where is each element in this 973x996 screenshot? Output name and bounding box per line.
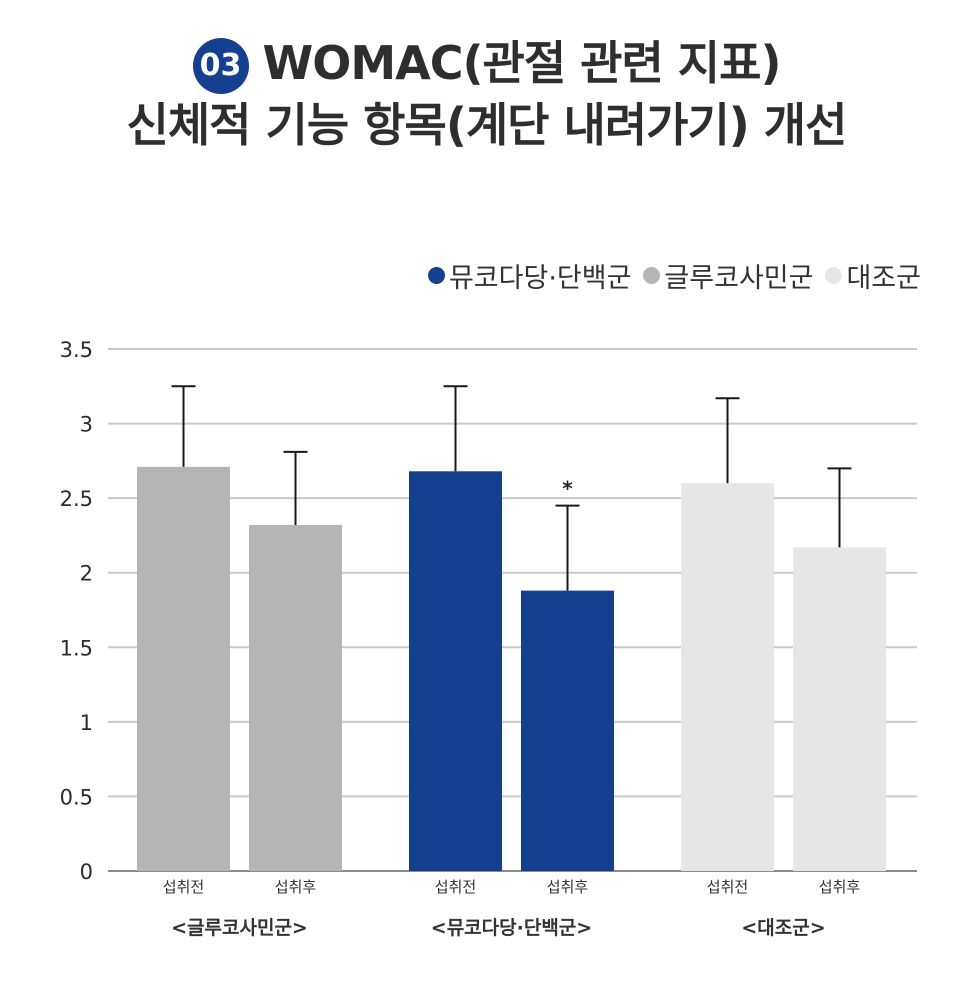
significance-mark-1-1: * bbox=[562, 477, 573, 501]
legend-dot-2 bbox=[825, 267, 843, 284]
legend-label-2: 대조군 bbox=[846, 263, 921, 294]
bar-2-1 bbox=[793, 547, 886, 871]
x-category-label-0-0: 섭취전 bbox=[163, 878, 204, 896]
bar-0-1 bbox=[249, 524, 342, 871]
group-label-0: <글루코사민군> bbox=[171, 917, 308, 939]
x-category-label-2-1: 섭취후 bbox=[819, 878, 861, 896]
legend-item-2: 대조군 bbox=[825, 256, 921, 295]
y-tick-label-0: 0 bbox=[80, 860, 93, 884]
legend-dot-1 bbox=[643, 267, 661, 284]
bar-1-1 bbox=[521, 590, 614, 871]
y-tick-label-1: 0.5 bbox=[60, 785, 93, 809]
y-tick-label-7: 3.5 bbox=[60, 338, 93, 362]
title-line-1: 03 WOMAC(관절 관련 지표) bbox=[0, 32, 973, 94]
bar-1-0 bbox=[409, 471, 502, 871]
group-label-2: <대조군> bbox=[741, 917, 825, 939]
title-line-2: 신체적 기능 항목(계단 내려가기) 개선 bbox=[126, 98, 848, 152]
chart-title: 03 WOMAC(관절 관련 지표) 신체적 기능 항목(계단 내려가기) 개선 bbox=[0, 32, 973, 156]
legend-dot-0 bbox=[427, 267, 445, 284]
y-tick-label-3: 1.5 bbox=[60, 636, 93, 660]
group-label-1: <뮤코다당·단백군> bbox=[431, 917, 592, 939]
x-category-label-1-1: 섭취후 bbox=[547, 878, 589, 896]
y-tick-label-2: 1 bbox=[80, 711, 93, 735]
y-tick-label-6: 3 bbox=[80, 413, 93, 437]
legend-item-0: 뮤코다당·단백군 bbox=[427, 256, 632, 295]
legend: 뮤코다당·단백군 글루코사민군 대조군 bbox=[416, 256, 921, 295]
x-category-label-0-1: 섭취후 bbox=[275, 878, 317, 896]
x-category-label-1-0: 섭취전 bbox=[435, 878, 476, 896]
bar-0-0 bbox=[137, 466, 230, 871]
x-category-label-2-0: 섭취전 bbox=[707, 878, 748, 896]
title-text-1: WOMAC(관절 관련 지표) bbox=[262, 36, 782, 90]
legend-label-0: 뮤코다당·단백군 bbox=[448, 263, 632, 294]
legend-label-1: 글루코사민군 bbox=[664, 263, 814, 294]
y-tick-label-5: 2.5 bbox=[60, 487, 93, 511]
bar-2-0 bbox=[681, 483, 774, 871]
y-tick-label-4: 2 bbox=[80, 562, 93, 586]
number-badge: 03 bbox=[192, 38, 249, 94]
legend-item-1: 글루코사민군 bbox=[643, 256, 813, 295]
